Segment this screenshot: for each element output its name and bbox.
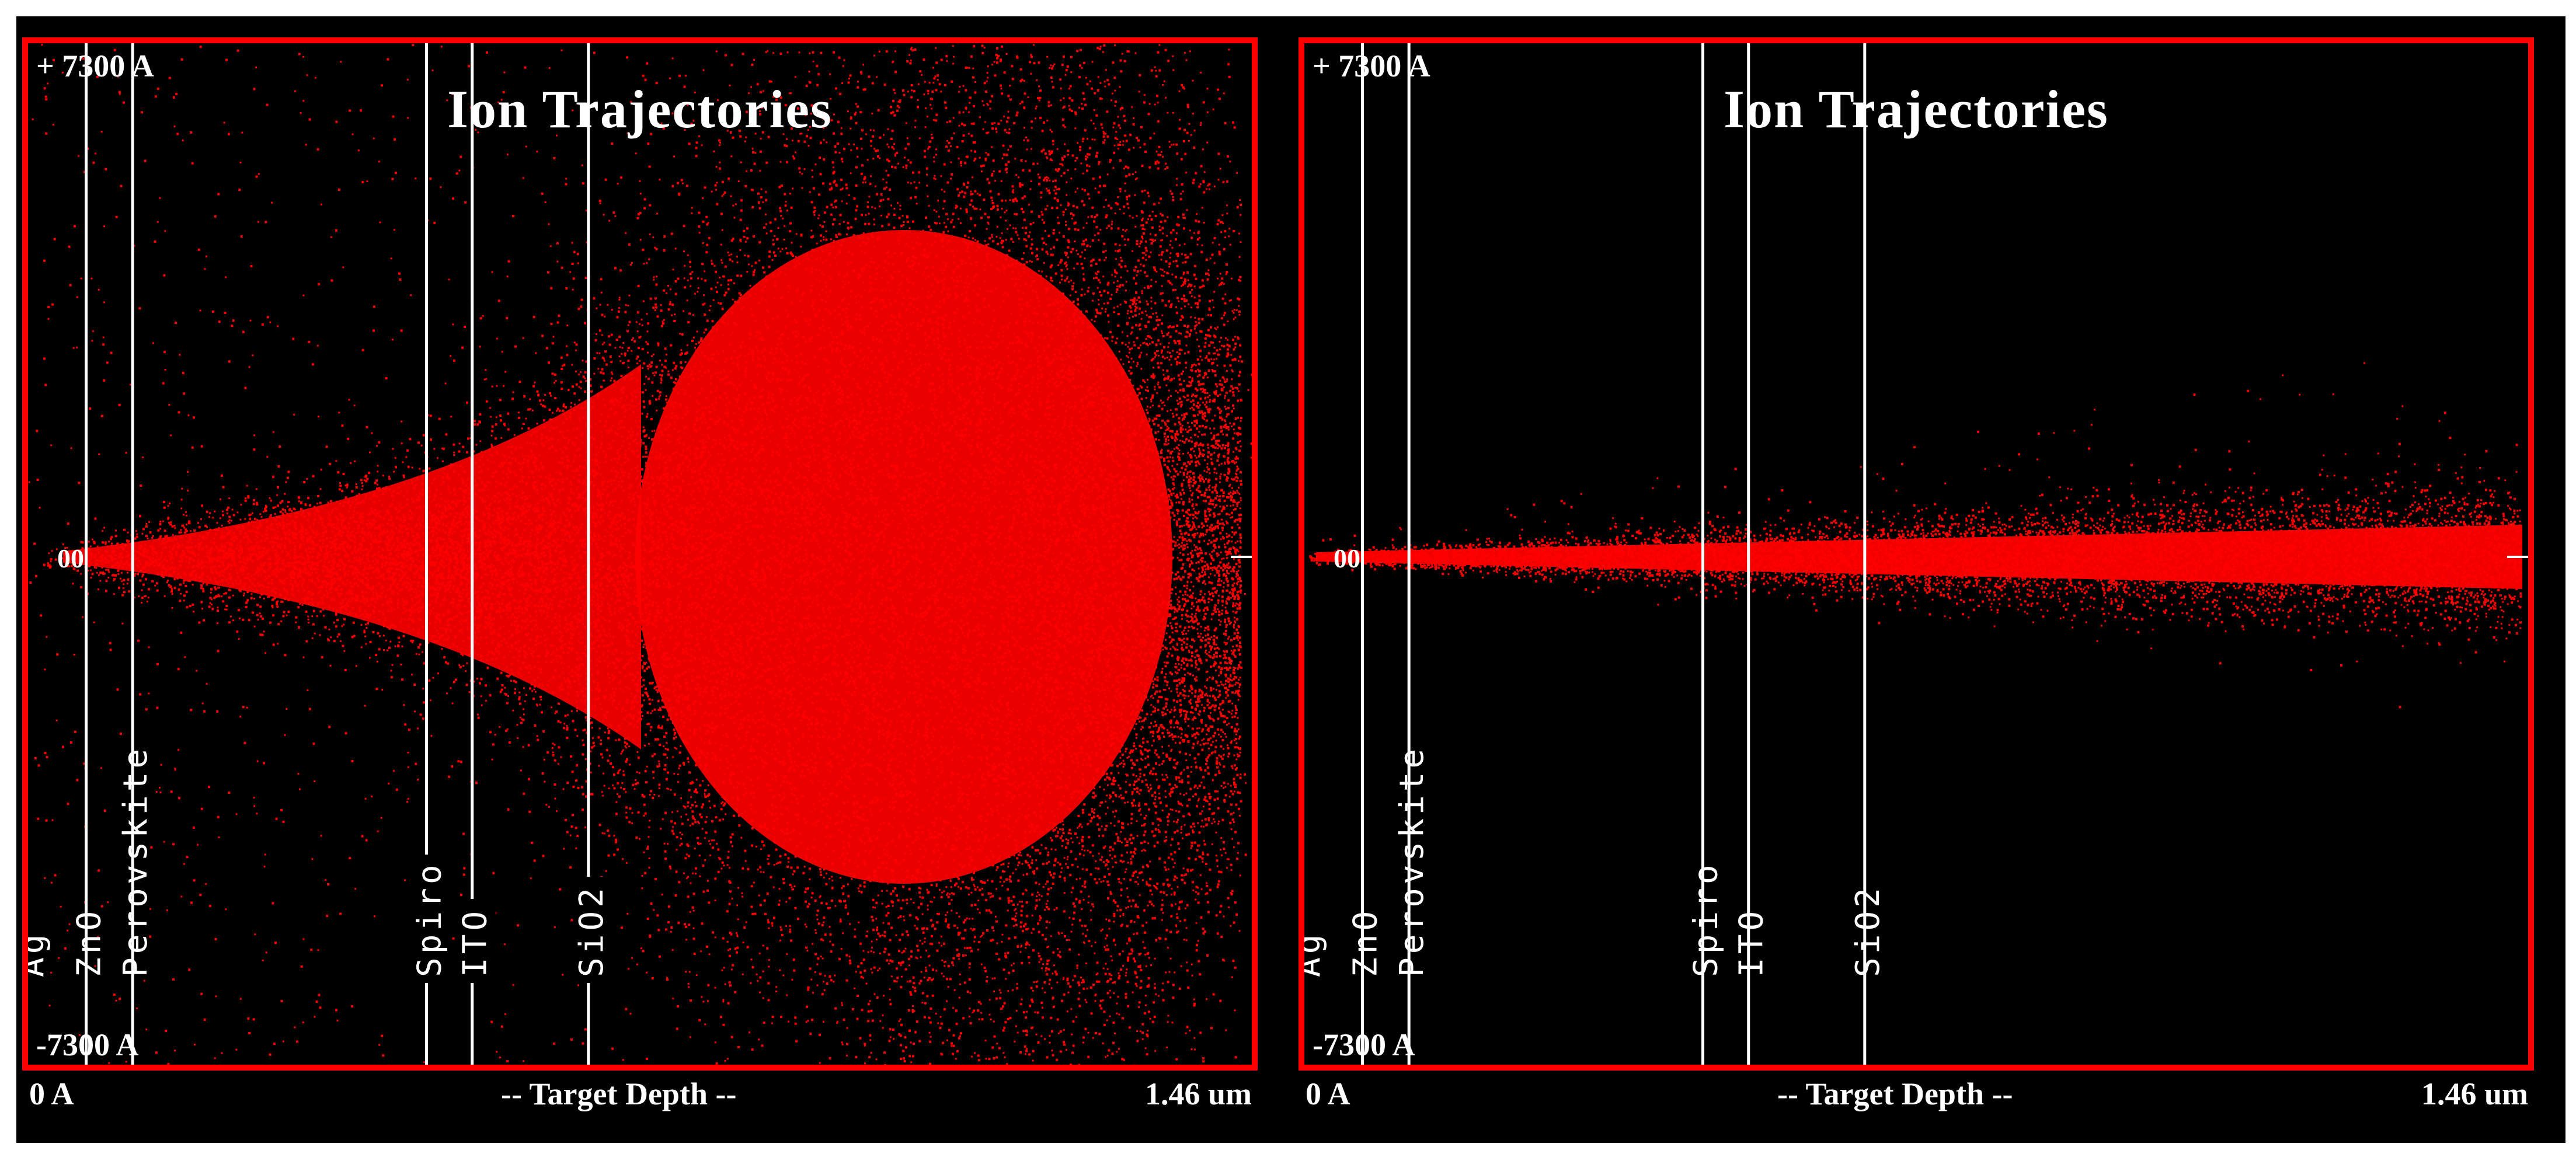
- chart-title: Ion Trajectories: [1724, 79, 2109, 139]
- center-marker: 00: [1334, 543, 1360, 573]
- layer-label-text: SiO2: [573, 884, 611, 977]
- trajectory-plot-left: 00 Ag ZnO Perovskite Spiro ITO SiO2: [28, 43, 1252, 1065]
- layer-label-zno: ZnO: [71, 908, 109, 977]
- x-axis-start-label: 0 A: [1306, 1076, 1350, 1111]
- x-axis-title: -- Target Depth --: [1777, 1076, 2013, 1111]
- ion-cloud-core: [635, 230, 1172, 884]
- layer-label-zno: ZnO: [1347, 908, 1385, 977]
- layer-label-sio2: SiO2: [573, 877, 612, 983]
- x-axis-right: 0 A -- Target Depth -- 1.46 um: [1299, 1076, 2534, 1122]
- y-axis-min-label: -7300 A: [1313, 1027, 1415, 1062]
- layer-label-text: Perovskite: [1393, 745, 1431, 977]
- ion-trajectory-cloud: [1309, 362, 2522, 709]
- x-axis-left: 0 A -- Target Depth -- 1.46 um: [22, 1076, 1258, 1122]
- layer-label-background: [412, 855, 450, 983]
- chart-panel-left: 00 Ag ZnO Perovskite Spiro ITO SiO2 Ion Trajec…: [22, 37, 1258, 1071]
- ion-cloud-cone: [63, 364, 641, 749]
- layer-label-perovskite: Perovskite: [1393, 745, 1431, 977]
- layer-label-spiro: Spiro: [1687, 861, 1725, 977]
- x-axis-end-label: 1.46 um: [2421, 1076, 2528, 1111]
- y-axis-max-label: + 7300 A: [36, 48, 154, 83]
- figure-background: 00 Ag ZnO Perovskite Spiro ITO SiO2 Ion Trajec…: [16, 16, 2565, 1143]
- layer-label-text: SiO2: [1849, 884, 1887, 977]
- trajectory-plot-right: 00 Ag ZnO Perovskite Spiro ITO SiO2: [1304, 43, 2528, 1065]
- layer-label-text: Spiro: [1687, 861, 1725, 977]
- layer-label-text: Ag: [1304, 931, 1328, 977]
- layer-label-text: ZnO: [71, 908, 109, 977]
- x-axis-title: -- Target Depth --: [501, 1076, 737, 1111]
- ion-beam-core: [1316, 525, 2522, 589]
- layer-label-ag: Ag: [28, 931, 51, 977]
- layer-label-spiro: Spiro: [411, 855, 450, 983]
- x-axis-start-label: 0 A: [29, 1076, 74, 1111]
- layer-label-background: [574, 877, 612, 983]
- center-marker: 00: [57, 543, 84, 573]
- x-axis-end-label: 1.46 um: [1144, 1076, 1252, 1111]
- y-axis-min-label: -7300 A: [36, 1027, 139, 1062]
- chart-panel-right: 00 Ag ZnO Perovskite Spiro ITO SiO2 Ion Trajec…: [1299, 37, 2534, 1071]
- layer-label-text: Spiro: [411, 861, 449, 977]
- ion-points: [1309, 362, 2522, 709]
- layer-label-perovskite: Perovskite: [117, 745, 155, 977]
- chart-title: Ion Trajectories: [447, 79, 833, 139]
- layer-label-ag: Ag: [1304, 931, 1328, 977]
- layer-label-text: ITO: [457, 908, 495, 977]
- layer-label-text: ZnO: [1347, 908, 1385, 977]
- layer-label-ito: ITO: [457, 899, 496, 983]
- layer-label-background: [458, 899, 496, 983]
- layer-label-text: Perovskite: [117, 745, 155, 977]
- layer-label-sio2: SiO2: [1849, 884, 1887, 977]
- y-axis-max-label: + 7300 A: [1313, 48, 1430, 83]
- layer-label-ito: ITO: [1733, 908, 1771, 977]
- layer-label-text: ITO: [1733, 908, 1771, 977]
- layer-label-text: Ag: [28, 931, 51, 977]
